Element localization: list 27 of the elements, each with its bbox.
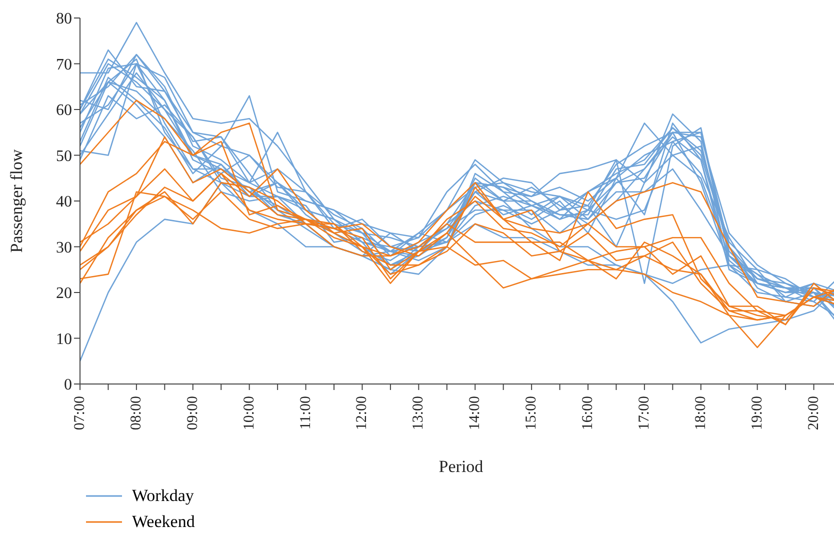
x-tick-label: 12:00 bbox=[354, 396, 370, 430]
x-tick-label: 19:00 bbox=[749, 396, 766, 430]
y-tick-label: 10 bbox=[56, 330, 72, 348]
x-tick-label: 08:00 bbox=[128, 396, 144, 430]
x-tick-label: 15:00 bbox=[524, 396, 540, 430]
y-tick-label: 30 bbox=[56, 239, 72, 256]
x-tick-label: 18:00 bbox=[692, 396, 709, 430]
y-tick-label: 20 bbox=[56, 285, 72, 302]
legend-label: Workday bbox=[132, 486, 194, 506]
x-tick-label: 17:00 bbox=[636, 396, 652, 430]
y-tick-label: 40 bbox=[56, 194, 72, 211]
x-tick-label: 16:00 bbox=[580, 396, 596, 430]
legend-label: Weekend bbox=[132, 512, 195, 532]
y-tick-label: 70 bbox=[56, 56, 72, 74]
x-axis-title: Period bbox=[438, 457, 484, 476]
y-axis-title: Passenger flow bbox=[7, 148, 26, 253]
x-tick-label: 20:00 bbox=[806, 396, 822, 430]
x-tick-label: 09:00 bbox=[184, 396, 201, 430]
x-tick-label: 10:00 bbox=[241, 396, 258, 430]
y-tick-label: 0 bbox=[64, 376, 72, 394]
x-tick-label: 07:00 bbox=[72, 396, 88, 430]
y-tick-label: 80 bbox=[56, 10, 72, 28]
y-tick-label: 60 bbox=[56, 102, 72, 120]
x-tick-label: 14:00 bbox=[467, 396, 484, 430]
y-tick-label: 50 bbox=[56, 148, 72, 165]
x-tick-label: 13:00 bbox=[410, 396, 427, 430]
x-tick-label: 11:00 bbox=[298, 396, 314, 430]
